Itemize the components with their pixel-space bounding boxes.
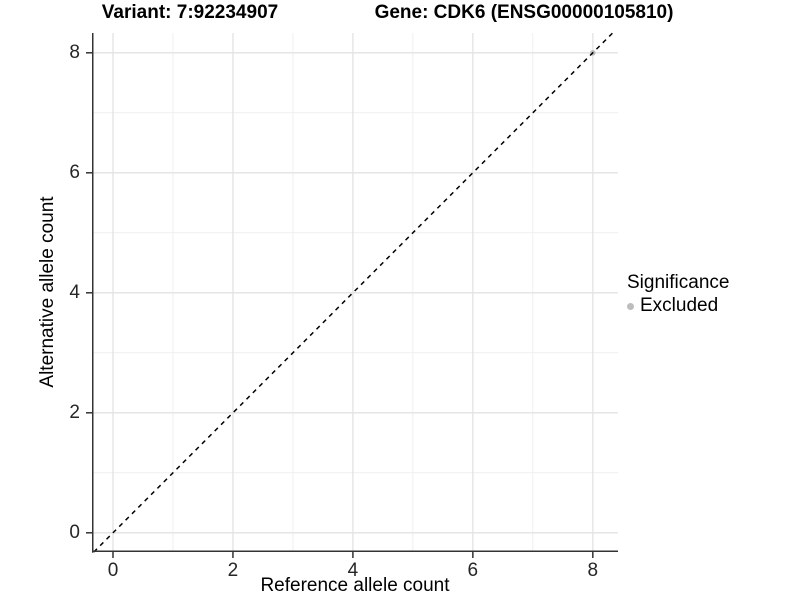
- y-tick-label: 0: [69, 521, 80, 543]
- plot-title-gene: Gene: CDK6 (ENSG00000105810): [374, 2, 674, 23]
- plot-title-variant: Variant: 7:92234907: [101, 2, 279, 23]
- plot-panel: [86, 32, 618, 558]
- x-tick-label: 8: [587, 560, 599, 581]
- legend-item-excluded: Excluded: [627, 295, 729, 317]
- legend-dot-excluded-icon: [627, 302, 634, 310]
- x-tick-label: 2: [227, 560, 239, 581]
- legend: Significance Excluded: [627, 272, 729, 317]
- x-tick-label: 0: [107, 560, 119, 581]
- chart-svg: [86, 32, 618, 558]
- legend-item-label: Excluded: [640, 295, 719, 316]
- y-tick-label: 8: [69, 41, 80, 63]
- y-tick-label: 6: [69, 161, 80, 183]
- x-tick-label: 6: [467, 560, 479, 581]
- x-tick-label: 4: [347, 560, 359, 581]
- x-axis-label: Reference allele count: [260, 575, 450, 596]
- y-tick-label: 2: [69, 401, 80, 423]
- y-tick-label: 4: [69, 281, 80, 303]
- legend-title: Significance: [627, 272, 730, 293]
